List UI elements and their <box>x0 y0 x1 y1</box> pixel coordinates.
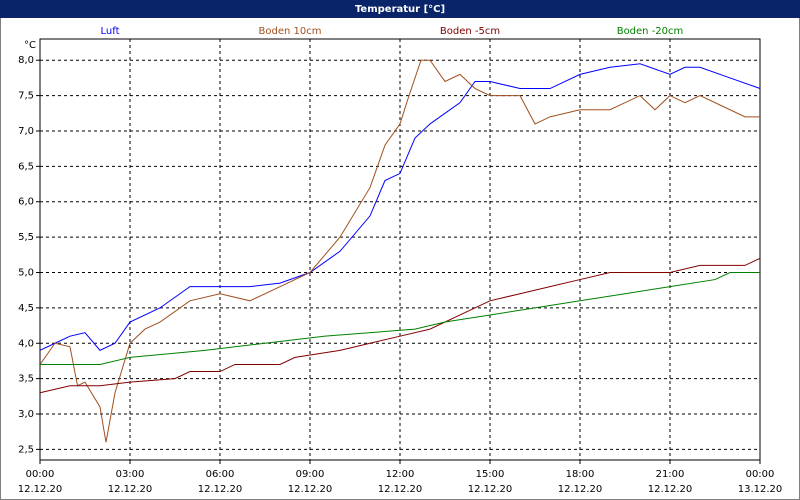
y-tick-label: 3,0 <box>18 409 34 420</box>
x-tick-label: 03:00 <box>116 469 145 480</box>
x-tick-label: 15:00 <box>476 469 505 480</box>
chart-title: Temperatur [°C] <box>355 4 445 15</box>
x-tick-date: 12.12.20 <box>18 484 63 495</box>
x-tick-label: 12:00 <box>386 469 415 480</box>
y-axis-label: °C <box>24 40 36 51</box>
x-tick-label: 00:00 <box>26 469 55 480</box>
title-bar <box>0 0 800 18</box>
y-tick-label: 5,0 <box>18 267 34 278</box>
x-tick-date: 13.12.20 <box>738 484 783 495</box>
x-tick-date: 12.12.20 <box>288 484 333 495</box>
x-tick-label: 09:00 <box>296 469 325 480</box>
x-tick-label: 06:00 <box>206 469 235 480</box>
x-tick-date: 12.12.20 <box>378 484 423 495</box>
x-tick-date: 12.12.20 <box>558 484 603 495</box>
legend-entry: Boden 10cm <box>259 26 322 37</box>
y-tick-label: 4,0 <box>18 338 34 349</box>
y-tick-label: 6,5 <box>18 161 34 172</box>
x-tick-date: 12.12.20 <box>468 484 513 495</box>
x-tick-date: 12.12.20 <box>108 484 153 495</box>
x-tick-date: 12.12.20 <box>198 484 243 495</box>
y-tick-label: 8,0 <box>18 55 34 66</box>
series-line <box>39 63 761 351</box>
series-line <box>39 257 761 394</box>
x-tick-date: 12.12.20 <box>648 484 693 495</box>
legend-entry: Boden -20cm <box>617 26 684 37</box>
y-tick-label: 6,0 <box>18 197 34 208</box>
x-tick-label: 00:00 <box>746 469 775 480</box>
y-tick-label: 4,5 <box>18 303 34 314</box>
y-tick-label: 3,5 <box>18 374 34 385</box>
y-tick-label: 7,0 <box>18 126 34 137</box>
series-line <box>40 271 760 365</box>
legend-entry: Luft <box>101 26 120 37</box>
x-tick-label: 21:00 <box>656 469 685 480</box>
y-tick-label: 5,5 <box>18 232 34 243</box>
y-tick-label: 2,5 <box>18 444 34 455</box>
x-tick-label: 18:00 <box>566 469 595 480</box>
legend-entry: Boden -5cm <box>440 26 500 37</box>
series-line <box>39 59 760 443</box>
y-tick-label: 7,5 <box>18 91 34 102</box>
